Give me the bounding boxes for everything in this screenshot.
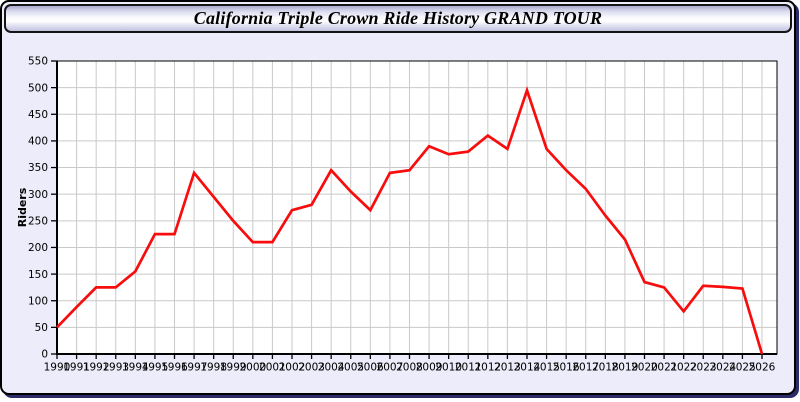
- svg-text:2024: 2024: [709, 362, 736, 374]
- svg-text:2022: 2022: [670, 362, 697, 374]
- gridlines: [57, 60, 777, 354]
- svg-text:2003: 2003: [298, 362, 325, 374]
- svg-text:150: 150: [28, 269, 48, 281]
- svg-text:1999: 1999: [220, 362, 247, 374]
- svg-text:2005: 2005: [337, 362, 364, 374]
- svg-text:2025: 2025: [729, 362, 756, 374]
- svg-text:1997: 1997: [181, 362, 208, 374]
- svg-text:400: 400: [28, 136, 48, 148]
- svg-text:2019: 2019: [612, 362, 639, 374]
- svg-text:550: 550: [28, 56, 48, 68]
- svg-text:2026: 2026: [749, 362, 776, 374]
- axes: [56, 61, 777, 355]
- svg-text:2008: 2008: [396, 362, 423, 374]
- svg-text:450: 450: [28, 109, 48, 121]
- svg-text:1996: 1996: [161, 362, 188, 374]
- y-axis-title: Riders: [16, 187, 29, 227]
- y-axis-labels: 0 50 100 150 200 250 300 350 400 450 500 550: [28, 56, 48, 361]
- svg-text:50: 50: [35, 322, 48, 334]
- plot-frame: [56, 60, 778, 355]
- riders-line: [56, 86, 764, 355]
- tick-marks: [51, 60, 763, 359]
- svg-text:2012: 2012: [474, 362, 501, 374]
- svg-text:2006: 2006: [357, 362, 384, 374]
- svg-text:2009: 2009: [416, 362, 443, 374]
- title-bar: California Triple Crown Ride History GRA…: [4, 4, 792, 33]
- svg-text:2013: 2013: [494, 362, 521, 374]
- svg-text:250: 250: [28, 216, 48, 228]
- svg-text:2000: 2000: [239, 362, 266, 374]
- svg-text:2017: 2017: [572, 362, 599, 374]
- svg-text:200: 200: [28, 242, 48, 254]
- svg-text:1998: 1998: [200, 362, 227, 374]
- svg-text:350: 350: [28, 162, 48, 174]
- svg-text:2023: 2023: [690, 362, 717, 374]
- svg-text:2020: 2020: [631, 362, 658, 374]
- svg-text:2015: 2015: [533, 362, 560, 374]
- svg-text:1994: 1994: [122, 362, 149, 374]
- svg-text:2004: 2004: [318, 362, 345, 374]
- plot-area: [57, 61, 777, 354]
- svg-text:2016: 2016: [553, 362, 580, 374]
- svg-text:1991: 1991: [63, 362, 90, 374]
- svg-text:2021: 2021: [651, 362, 678, 374]
- svg-text:1995: 1995: [142, 362, 169, 374]
- svg-text:1993: 1993: [102, 362, 129, 374]
- svg-text:300: 300: [28, 189, 48, 201]
- svg-text:2018: 2018: [592, 362, 619, 374]
- svg-text:1990: 1990: [44, 362, 71, 374]
- svg-text:100: 100: [28, 295, 48, 307]
- chart-window-panel: California Triple Crown Ride History GRA…: [0, 0, 796, 395]
- svg-text:2011: 2011: [455, 362, 482, 374]
- svg-text:2001: 2001: [259, 362, 286, 374]
- svg-text:2002: 2002: [279, 362, 306, 374]
- svg-text:2007: 2007: [377, 362, 404, 374]
- svg-text:500: 500: [28, 82, 48, 94]
- svg-text:0: 0: [41, 349, 48, 361]
- svg-text:2010: 2010: [435, 362, 462, 374]
- svg-text:1992: 1992: [83, 362, 110, 374]
- x-axis-labels: 1990199119921993199419951996199719981999…: [44, 362, 776, 374]
- svg-text:2014: 2014: [514, 362, 541, 374]
- page-title: California Triple Crown Ride History GRA…: [193, 8, 603, 28]
